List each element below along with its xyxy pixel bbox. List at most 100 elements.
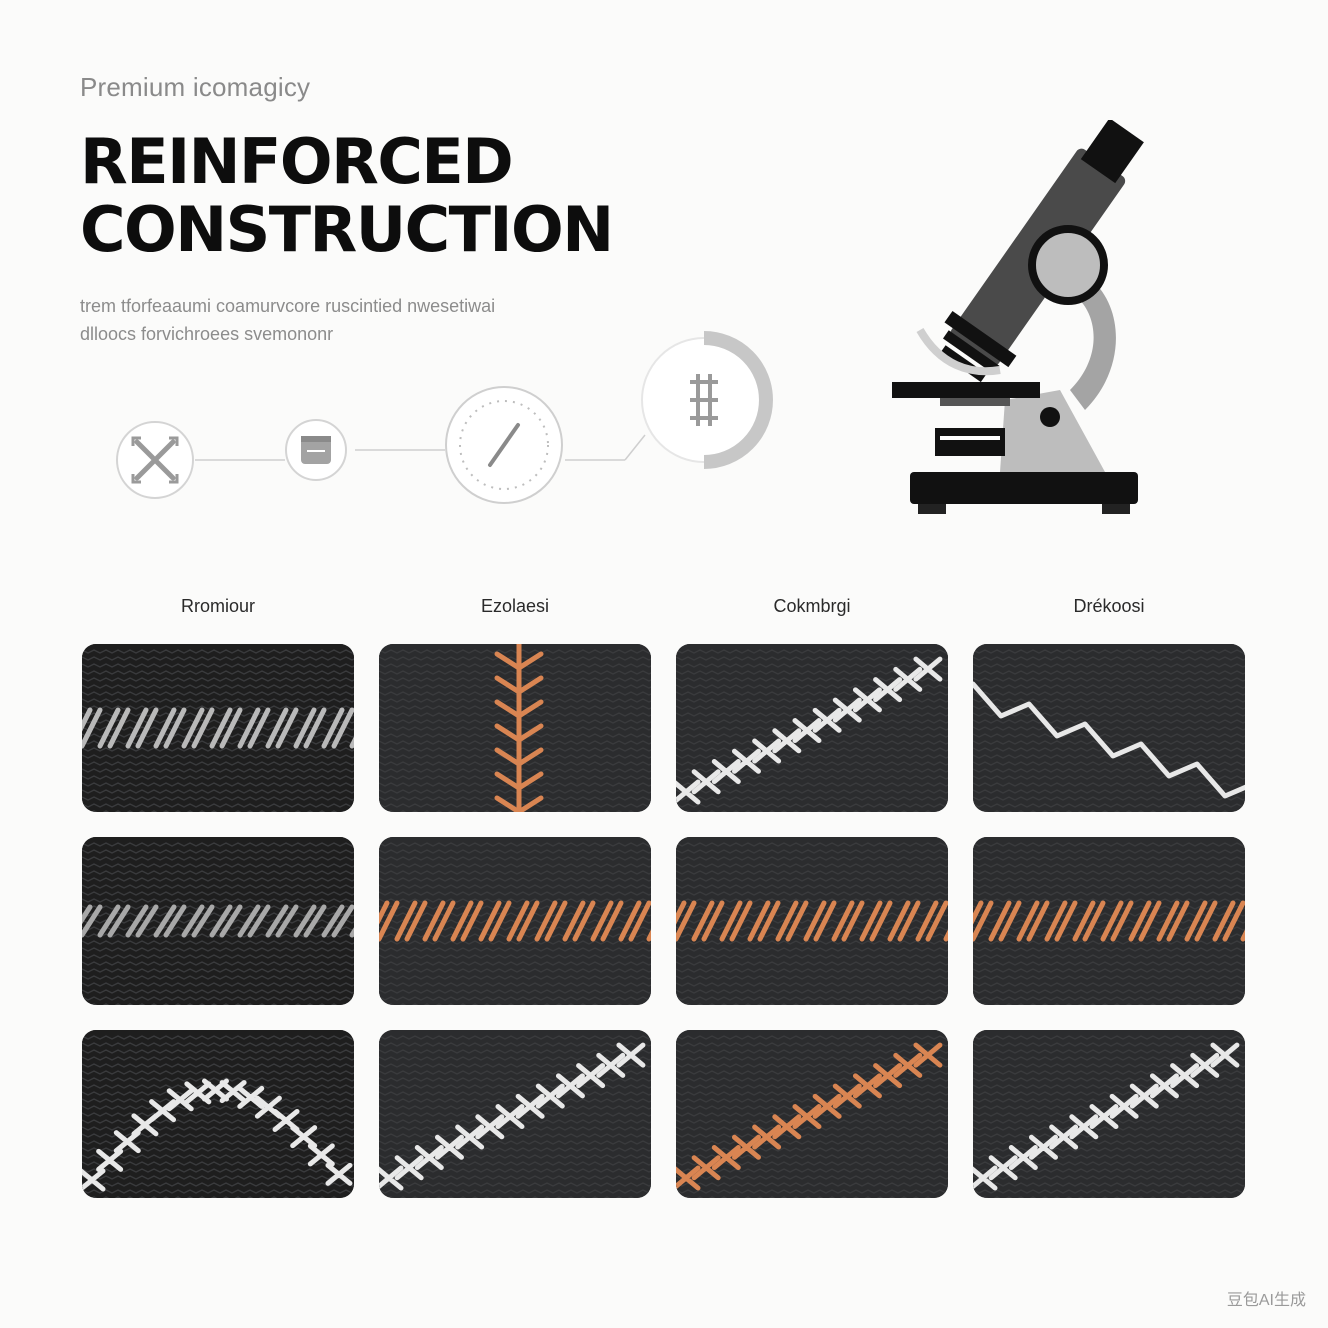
knit-texture-line — [82, 754, 354, 759]
knit-texture-line — [973, 740, 1245, 745]
knit-texture-line — [973, 1070, 1245, 1075]
knit-texture-line — [676, 863, 948, 868]
knit-texture-line — [676, 982, 948, 987]
knit-texture-line — [82, 863, 354, 868]
stitch-texture — [676, 1030, 948, 1198]
knit-texture-line — [82, 1056, 354, 1061]
knit-texture-line — [676, 968, 948, 973]
knit-texture-line — [82, 891, 354, 896]
knit-texture-line — [82, 947, 354, 952]
knit-texture-line — [676, 789, 948, 794]
knit-texture-line — [379, 891, 651, 896]
stitch-thread — [973, 681, 1245, 799]
knit-texture-line — [973, 856, 1245, 861]
knit-texture-line — [676, 912, 948, 917]
knit-texture-line — [676, 712, 948, 717]
knit-texture-line — [973, 1049, 1245, 1054]
knit-texture-line — [82, 684, 354, 689]
knit-texture-line — [82, 761, 354, 766]
knit-texture-line — [973, 677, 1245, 682]
stitch-thread — [973, 1042, 1240, 1191]
knit-texture-line — [676, 796, 948, 801]
knit-texture-line — [379, 1126, 651, 1131]
knit-texture-line — [676, 754, 948, 759]
knit-texture-line — [379, 989, 651, 994]
knit-texture-line — [676, 1182, 948, 1187]
knit-texture-line — [973, 961, 1245, 966]
stitch-gauge-icon — [641, 331, 773, 469]
stitch-thread — [676, 656, 943, 805]
knit-texture-line — [379, 1070, 651, 1075]
knit-texture-line — [676, 1168, 948, 1173]
stitch-texture — [379, 1030, 651, 1198]
knit-texture-line — [973, 947, 1245, 952]
knit-texture-line — [82, 968, 354, 973]
knit-texture-line — [676, 954, 948, 959]
knit-texture-line — [973, 954, 1245, 959]
knit-texture-line — [82, 1035, 354, 1040]
knit-texture-line — [82, 698, 354, 703]
knit-texture-line — [973, 649, 1245, 654]
knit-texture-line — [676, 884, 948, 889]
knit-texture-line — [973, 989, 1245, 994]
knit-texture-line — [676, 989, 948, 994]
knit-texture-line — [379, 1147, 651, 1152]
knit-texture-line — [676, 649, 948, 654]
knit-texture-line — [82, 1168, 354, 1173]
knit-texture-line — [379, 1056, 651, 1061]
knit-texture-line — [82, 649, 354, 654]
stitch-texture — [676, 837, 948, 1005]
knit-texture-line — [973, 1077, 1245, 1082]
knit-texture-line — [973, 719, 1245, 724]
stitch-thread — [82, 904, 354, 938]
knit-texture-line — [676, 1070, 948, 1075]
knit-texture-line — [676, 1133, 948, 1138]
knit-texture-line — [973, 1126, 1245, 1131]
knit-texture-line — [676, 891, 948, 896]
knit-texture-line — [973, 670, 1245, 675]
knit-texture-line — [973, 912, 1245, 917]
knit-texture-line — [82, 1154, 354, 1159]
knit-texture-line — [973, 733, 1245, 738]
stitch-thread — [379, 900, 651, 942]
knit-texture-line — [676, 1035, 948, 1040]
knit-texture-line — [379, 940, 651, 945]
stitch-texture — [82, 837, 354, 1005]
knit-texture-line — [973, 698, 1245, 703]
knit-texture-line — [973, 663, 1245, 668]
knit-texture-line — [676, 849, 948, 854]
knit-texture-line — [973, 940, 1245, 945]
knit-texture-line — [973, 712, 1245, 717]
knit-texture-line — [379, 947, 651, 952]
stitch-sample-tile — [82, 1030, 354, 1198]
knit-texture-line — [82, 898, 354, 903]
knit-texture-line — [82, 996, 354, 1001]
knit-texture-line — [379, 1175, 651, 1180]
knit-texture-line — [379, 912, 651, 917]
knit-texture-line — [82, 884, 354, 889]
knit-texture-line — [82, 870, 354, 875]
knit-texture-line — [379, 1098, 651, 1103]
knit-texture-line — [973, 849, 1245, 854]
knit-texture-line — [973, 968, 1245, 973]
knit-texture-line — [82, 719, 354, 724]
knit-texture-line — [676, 691, 948, 696]
knit-texture-line — [379, 1077, 651, 1082]
knit-texture-line — [676, 663, 948, 668]
process-steps — [116, 331, 773, 504]
knit-texture-line — [82, 856, 354, 861]
knit-texture-line — [973, 803, 1245, 808]
knit-texture-line — [379, 996, 651, 1001]
knit-texture-line — [676, 1098, 948, 1103]
knit-texture-line — [82, 1042, 354, 1047]
knit-texture-line — [379, 1133, 651, 1138]
needle-dial-icon — [445, 386, 563, 504]
column-label: Drékoosi — [1073, 596, 1145, 616]
knit-texture-line — [82, 768, 354, 773]
knit-texture-line — [379, 849, 651, 854]
stitch-thread — [676, 900, 948, 942]
knit-texture-line — [379, 898, 651, 903]
knit-texture-line — [973, 761, 1245, 766]
stitch-texture — [973, 1030, 1245, 1198]
knit-texture-line — [379, 1035, 651, 1040]
